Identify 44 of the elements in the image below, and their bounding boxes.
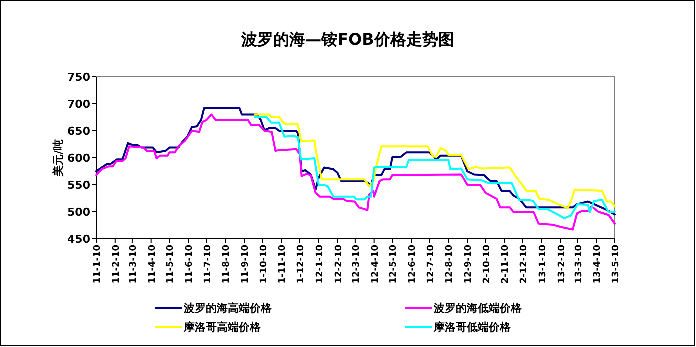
x-tick-label: 2-11-10 [501,245,512,284]
x-tick-label: 12-6-10 [408,245,418,284]
x-tick-label: 12-3-10 [352,245,362,284]
x-tick-label: 12-2-10 [334,245,344,284]
x-tick-label: 11-1-10 [93,245,103,284]
y-tick-label: 750 [68,71,91,84]
x-tick-label: 11-5-10 [166,245,176,284]
x-tick-label: 13-1-10 [538,245,548,284]
x-tick-label: 13-4-10 [593,245,604,284]
y-axis-title: 美元/吨 [52,139,65,178]
legend-label: 摩洛哥高端价格 [183,321,262,334]
x-tick-label: 12-8-10 [445,245,456,284]
x-tick-label: 12-9-10 [464,245,474,284]
y-tick-label: 600 [68,152,91,165]
x-tick-label: 13-3-10 [574,245,584,284]
x-tick-label: 11-7-10 [203,245,214,284]
legend-label: 波罗的海低端价格 [433,302,523,315]
y-tick-label: 650 [68,125,91,138]
chart-title: 波罗的海—铵FOB价格走势图 [240,30,454,49]
x-tick-label: 1-10-10 [259,245,270,284]
line-series [96,114,616,231]
x-tick-label: 13-5-10 [612,245,622,284]
line-series [96,107,616,216]
x-tick-label: 11-6-10 [185,245,195,284]
x-tick-label: 12-1-10 [315,245,326,284]
y-tick-label: 500 [68,206,91,219]
legend-label: 波罗的海高端价格 [183,302,273,315]
x-tick-label: 1-12-10 [296,245,306,284]
x-tick-label: 2-10-10 [482,245,492,284]
y-tick-label: 700 [68,98,91,111]
x-tick-label: 2-12-10 [520,245,530,284]
x-tick-label: 1-11-10 [278,245,288,284]
x-tick-label: 13-2-10 [557,245,568,284]
legend-label: 摩洛哥低端价格 [433,321,512,334]
x-tick-label: 11-4-10 [148,245,158,284]
x-tick-label: 11-8-10 [222,245,232,284]
x-tick-label: 12-5-10 [389,245,400,284]
y-tick-label: 550 [68,179,91,192]
x-tick-label: 12-4-10 [370,245,381,284]
x-tick-label: 11-2-10 [112,245,122,284]
x-tick-label: 12-7-10 [426,245,436,284]
y-tick-label: 450 [68,233,91,246]
x-tick-label: 11-9-10 [241,245,252,284]
x-tick-label: 11-3-10 [128,245,139,284]
